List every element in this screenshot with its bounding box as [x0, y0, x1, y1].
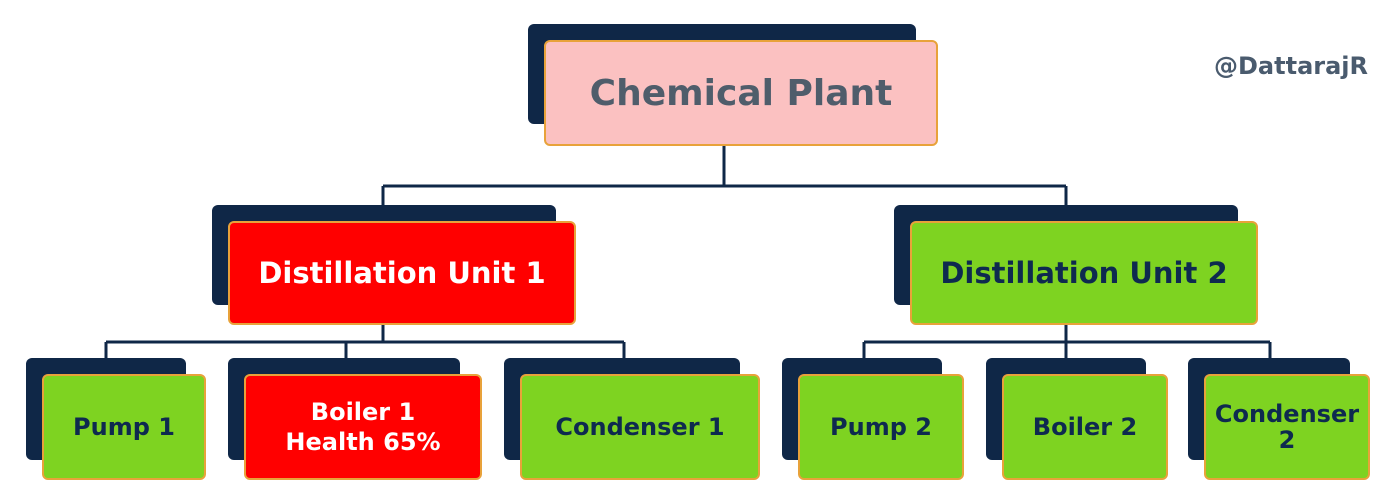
pump-2-box: Pump 2 [798, 374, 964, 480]
unit-node-1-box: Distillation Unit 1 [228, 221, 576, 325]
boiler-2-label: Boiler 2 [1032, 413, 1138, 441]
pump-1-label: Pump 1 [73, 413, 175, 441]
author-credit: @DattarajR [1214, 52, 1368, 80]
condenser-1-label: Condenser 1 [555, 413, 725, 441]
condenser-2-box: Condenser 2 [1204, 374, 1370, 480]
condenser-2-label-line-2: 2 [1278, 426, 1296, 454]
condenser-2-label-line-1: Condenser [1214, 399, 1360, 428]
boiler-2-box: Boiler 2 [1002, 374, 1168, 480]
boiler-1-label: Boiler 1 [310, 398, 416, 426]
root-node-label: Chemical Plant [589, 72, 893, 114]
unit-node-2-box: Distillation Unit 2 [910, 221, 1258, 325]
pump-2-label: Pump 2 [830, 413, 932, 441]
root-node-box: Chemical Plant [544, 40, 938, 146]
boiler-1-health: Health 65% [285, 428, 441, 456]
unit-node-2-label: Distillation Unit 2 [940, 255, 1228, 290]
condenser-1-box: Condenser 1 [520, 374, 760, 480]
unit-node-1-label: Distillation Unit 1 [258, 255, 546, 290]
pump-1-box: Pump 1 [42, 374, 206, 480]
boiler-1-box: Boiler 1 Health 65% [244, 374, 482, 480]
